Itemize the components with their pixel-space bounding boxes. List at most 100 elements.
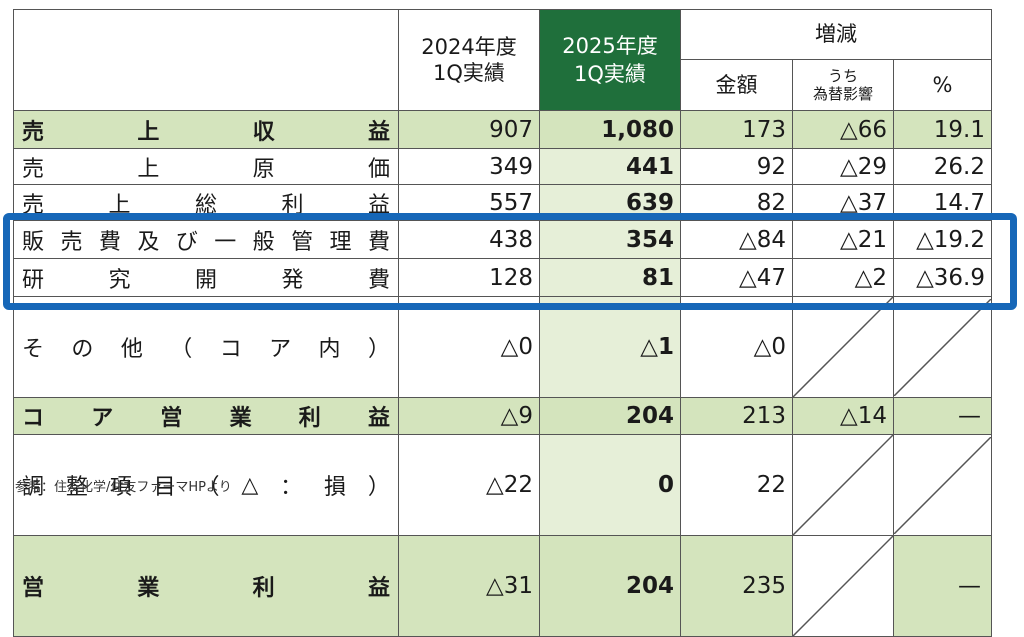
diagonal-line	[793, 435, 893, 535]
cell-fx: △29	[792, 148, 894, 185]
cell-v2025: 1,080	[539, 110, 681, 149]
row-label-char: 営	[22, 576, 45, 601]
row-label-char: 販	[22, 229, 45, 255]
header-2025-line2: 1Q実績	[574, 62, 646, 86]
row-label-char: 費	[367, 229, 390, 255]
row-label-char: 究	[108, 267, 131, 293]
row-label-char: 発	[281, 267, 304, 293]
row-label-char: 開	[194, 267, 217, 293]
row-label-char: 利	[252, 576, 275, 601]
row-label-char: 項	[109, 475, 132, 500]
cell-v2024: △31	[398, 535, 540, 637]
row-label-char: 収	[252, 119, 275, 145]
cell-fx: △21	[792, 220, 894, 259]
header-blank-cell	[13, 9, 399, 111]
diagonal-line	[894, 437, 991, 534]
financial-table: 2024年度 1Q実績 2025年度 1Q実績 増減 金額 うち 為替影響 %	[13, 9, 992, 637]
row-label-char: 業	[137, 576, 160, 601]
cell-pct: 19.1	[893, 110, 992, 149]
cell-amount: 213	[680, 397, 793, 435]
row-label: 研究開発費	[13, 258, 399, 297]
row-label: 売上原価	[13, 148, 399, 185]
row-label-char: 価	[367, 156, 390, 182]
row-label-char: 売	[60, 229, 83, 255]
table-row: 売 上 原 価 349 441 92 △29 26.2	[13, 148, 992, 185]
header-change-group: 増減	[680, 9, 992, 60]
row-label-char: 般	[252, 229, 275, 255]
row-label-char: 一	[214, 229, 237, 255]
cell-v2024: △22	[398, 434, 540, 536]
empty-diagonal-cell	[893, 296, 992, 398]
row-label-char: 売	[22, 192, 45, 218]
row-label-text: 販売費及び一般管理費	[22, 224, 390, 256]
empty-diagonal-cell	[792, 535, 894, 637]
empty-diagonal-cell	[792, 434, 894, 536]
row-label-char: 総	[194, 192, 217, 218]
empty-diagonal-cell	[893, 434, 992, 536]
row-label-text: 売上総利益	[22, 187, 390, 219]
row-label-char: そ	[22, 337, 45, 362]
row-label: そ の 他 （ コ ア 内 ）	[13, 296, 399, 398]
row-label-char: 損	[324, 475, 347, 500]
row-label-text: 売上収益	[22, 114, 390, 146]
row-label-char: 利	[281, 192, 304, 218]
financial-table-wrapper: 2024年度 1Q実績 2025年度 1Q実績 増減 金額 うち 為替影響 %	[13, 9, 992, 637]
header-2024: 2024年度 1Q実績	[398, 9, 540, 111]
table-row: 営 業 利 益 △31 204 235 —	[13, 535, 992, 637]
cell-amount: 22	[680, 434, 793, 536]
cell-v2024: 438	[398, 220, 540, 259]
header-change-fx: うち 為替影響	[792, 59, 894, 111]
cell-amount: 92	[680, 148, 793, 185]
header-2024-line2: 1Q実績	[433, 61, 505, 85]
row-label-char: 上	[137, 119, 160, 145]
row-label-char: 上	[108, 192, 131, 218]
row-label-char: 費	[367, 267, 390, 293]
diagonal-line	[894, 299, 991, 396]
cell-amount: 235	[680, 535, 793, 637]
row-label-char: 業	[229, 406, 252, 431]
cell-v2025: 81	[539, 258, 681, 297]
cell-v2024: 349	[398, 148, 540, 185]
header-2024-line1: 2024年度	[421, 34, 517, 59]
row-label-text: そ の 他 （ コ ア 内 ）	[22, 331, 390, 363]
row-label-char: 他	[120, 337, 143, 362]
highlight-box	[3, 213, 1017, 310]
row-label-char: ア	[269, 337, 292, 362]
header-change-pct: %	[893, 59, 992, 111]
row-label-char: △	[241, 472, 259, 498]
row-label-char: 管	[291, 229, 314, 255]
cell-amount: 173	[680, 110, 793, 149]
row-label-char: 売	[22, 156, 45, 182]
row-label-char: 利	[298, 406, 321, 431]
row-label-char: 売	[22, 119, 45, 145]
table-row: 研究開発費 128 81 △47 △2 △36.9	[13, 258, 992, 297]
row-label-char: 研	[22, 267, 45, 293]
row-label-char: 益	[367, 576, 390, 601]
diagonal-line	[793, 536, 893, 636]
cell-v2024: △0	[398, 296, 540, 398]
diagonal-line	[793, 297, 893, 397]
row-label-text: コア営業利益	[22, 400, 390, 432]
cell-v2025: 204	[539, 397, 681, 435]
cell-fx: △66	[792, 110, 894, 149]
row-label-char: ：	[280, 475, 303, 500]
row-label-char: 上	[137, 156, 160, 182]
row-label: 売上収益	[13, 110, 399, 149]
cell-v2025: 0	[539, 434, 681, 536]
footnote: 参考：住友化学/住友ファーマHPより	[15, 480, 232, 495]
cell-pct: —	[893, 535, 992, 637]
table-row: コ ア 営 業 利 益 △9 204 213 △14—	[13, 397, 992, 435]
cell-v2025: 441	[539, 148, 681, 185]
row-label-char: 整	[65, 475, 88, 500]
row-label-char: の	[71, 337, 94, 362]
row-label-char: 理	[329, 229, 352, 255]
row-label-char: ）	[367, 475, 390, 500]
row-label-char: 内	[318, 337, 341, 362]
cell-amount: △0	[680, 296, 793, 398]
row-label: コア営業利益	[13, 397, 399, 435]
row-label-char: ア	[91, 406, 114, 431]
row-label-char: 益	[367, 406, 390, 431]
header-change-fx-line1: うち	[827, 67, 858, 85]
row-label-char: コ	[22, 406, 45, 431]
header-change-fx-line2: 為替影響	[812, 85, 873, 103]
